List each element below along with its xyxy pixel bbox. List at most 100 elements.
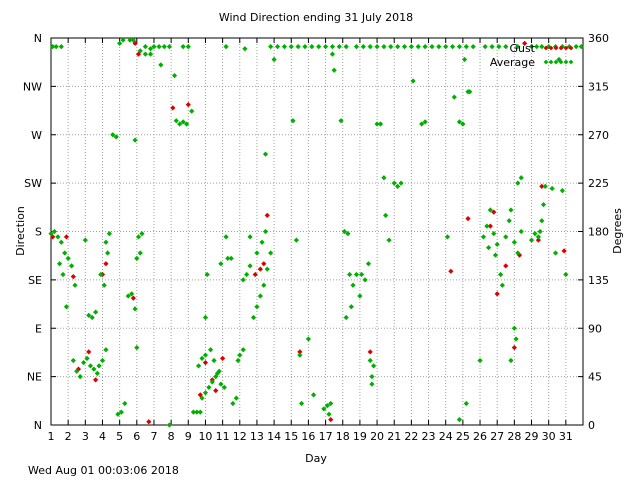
average-point xyxy=(436,44,442,50)
average-point xyxy=(360,44,366,50)
average-point xyxy=(74,368,80,374)
average-point xyxy=(110,132,116,138)
gust-point xyxy=(522,40,528,46)
average-point xyxy=(539,44,545,50)
legend-swatch-average xyxy=(568,59,574,65)
x-tick-label: 4 xyxy=(99,430,106,443)
average-point xyxy=(347,271,353,278)
average-point xyxy=(422,44,428,50)
x-tick-label: 5 xyxy=(116,430,123,443)
x-tick-label: 3 xyxy=(82,430,89,443)
gust-point xyxy=(70,274,76,280)
average-point xyxy=(549,185,555,192)
average-point xyxy=(171,73,178,79)
average-point xyxy=(461,56,468,63)
average-point xyxy=(204,271,210,278)
average-point xyxy=(58,44,64,50)
x-tick-label: 10 xyxy=(198,430,212,443)
average-point xyxy=(388,44,394,50)
average-point xyxy=(309,44,315,50)
average-point xyxy=(467,89,473,95)
legend-swatch-gust xyxy=(543,45,549,51)
x-tick-label: 19 xyxy=(353,430,367,443)
x-tick-label: 7 xyxy=(150,430,157,443)
average-point xyxy=(367,44,373,50)
gust-point xyxy=(146,419,152,425)
x-tick-label: 16 xyxy=(301,430,315,443)
x-tick-label: 8 xyxy=(168,430,175,443)
average-point xyxy=(125,293,131,299)
average-point xyxy=(374,121,380,127)
average-point xyxy=(456,44,463,50)
legend-swatch-average xyxy=(548,59,554,65)
gust-point xyxy=(130,295,136,301)
average-point xyxy=(214,370,221,376)
average-point xyxy=(180,119,186,125)
gust-point xyxy=(535,237,541,243)
average-point xyxy=(336,44,342,50)
average-point xyxy=(463,44,469,50)
gust-point xyxy=(491,209,497,215)
average-point xyxy=(534,44,540,50)
average-point xyxy=(225,255,231,261)
average-point xyxy=(338,118,344,124)
average-point xyxy=(208,347,214,353)
average-point xyxy=(189,108,195,114)
average-point xyxy=(578,44,584,50)
average-point xyxy=(515,180,521,186)
average-point xyxy=(82,237,88,243)
right-tick-label: 90 xyxy=(588,322,602,335)
average-point xyxy=(132,137,138,143)
average-point xyxy=(202,390,209,396)
average-point xyxy=(381,44,387,50)
average-point xyxy=(271,56,277,63)
average-point xyxy=(58,239,64,245)
legend-label-average: Average xyxy=(490,56,535,69)
gust-point xyxy=(297,349,303,355)
left-tick-label: N xyxy=(34,32,42,45)
average-point xyxy=(206,384,212,390)
average-point xyxy=(247,234,253,240)
timestamp-footer: Wed Aug 01 00:03:06 2018 xyxy=(28,464,179,477)
gust-point xyxy=(511,345,517,351)
average-point xyxy=(103,347,109,353)
average-point xyxy=(328,400,334,407)
gust-point xyxy=(257,266,263,272)
average-point xyxy=(91,366,97,372)
average-point xyxy=(383,212,389,218)
average-point xyxy=(515,250,521,256)
average-point xyxy=(444,234,451,240)
x-axis-ticks: 1 2 3 4 5 6 7 8 9 10 11 12 13 14 15 16 17 18 19 20 21 22 23 24 2… xyxy=(48,38,573,443)
gust-point xyxy=(202,360,209,366)
average-point xyxy=(331,67,337,73)
average-point xyxy=(105,250,111,256)
average-point xyxy=(98,271,104,278)
right-tick-label: 45 xyxy=(588,371,602,384)
average-point xyxy=(166,44,173,50)
average-point xyxy=(96,363,102,369)
average-point xyxy=(477,357,483,364)
average-point xyxy=(503,234,509,240)
average-point xyxy=(120,37,126,43)
average-point xyxy=(132,306,138,312)
average-point xyxy=(183,121,190,127)
average-point xyxy=(244,271,250,278)
x-tick-label: 26 xyxy=(473,430,487,443)
gust-point xyxy=(197,392,203,398)
average-point xyxy=(343,314,349,321)
average-point xyxy=(190,409,197,415)
average-point xyxy=(55,234,61,240)
average-point xyxy=(262,151,269,157)
gust-point xyxy=(63,234,70,240)
average-point xyxy=(147,51,154,57)
right-tick-label: 180 xyxy=(588,226,609,239)
average-point xyxy=(559,188,566,194)
average-point xyxy=(506,218,512,224)
average-point xyxy=(264,266,270,272)
gust-point xyxy=(213,388,219,394)
average-point xyxy=(115,411,121,417)
average-point xyxy=(197,409,203,415)
average-point xyxy=(101,282,107,288)
average-point xyxy=(60,271,66,278)
gust-point xyxy=(328,417,334,423)
